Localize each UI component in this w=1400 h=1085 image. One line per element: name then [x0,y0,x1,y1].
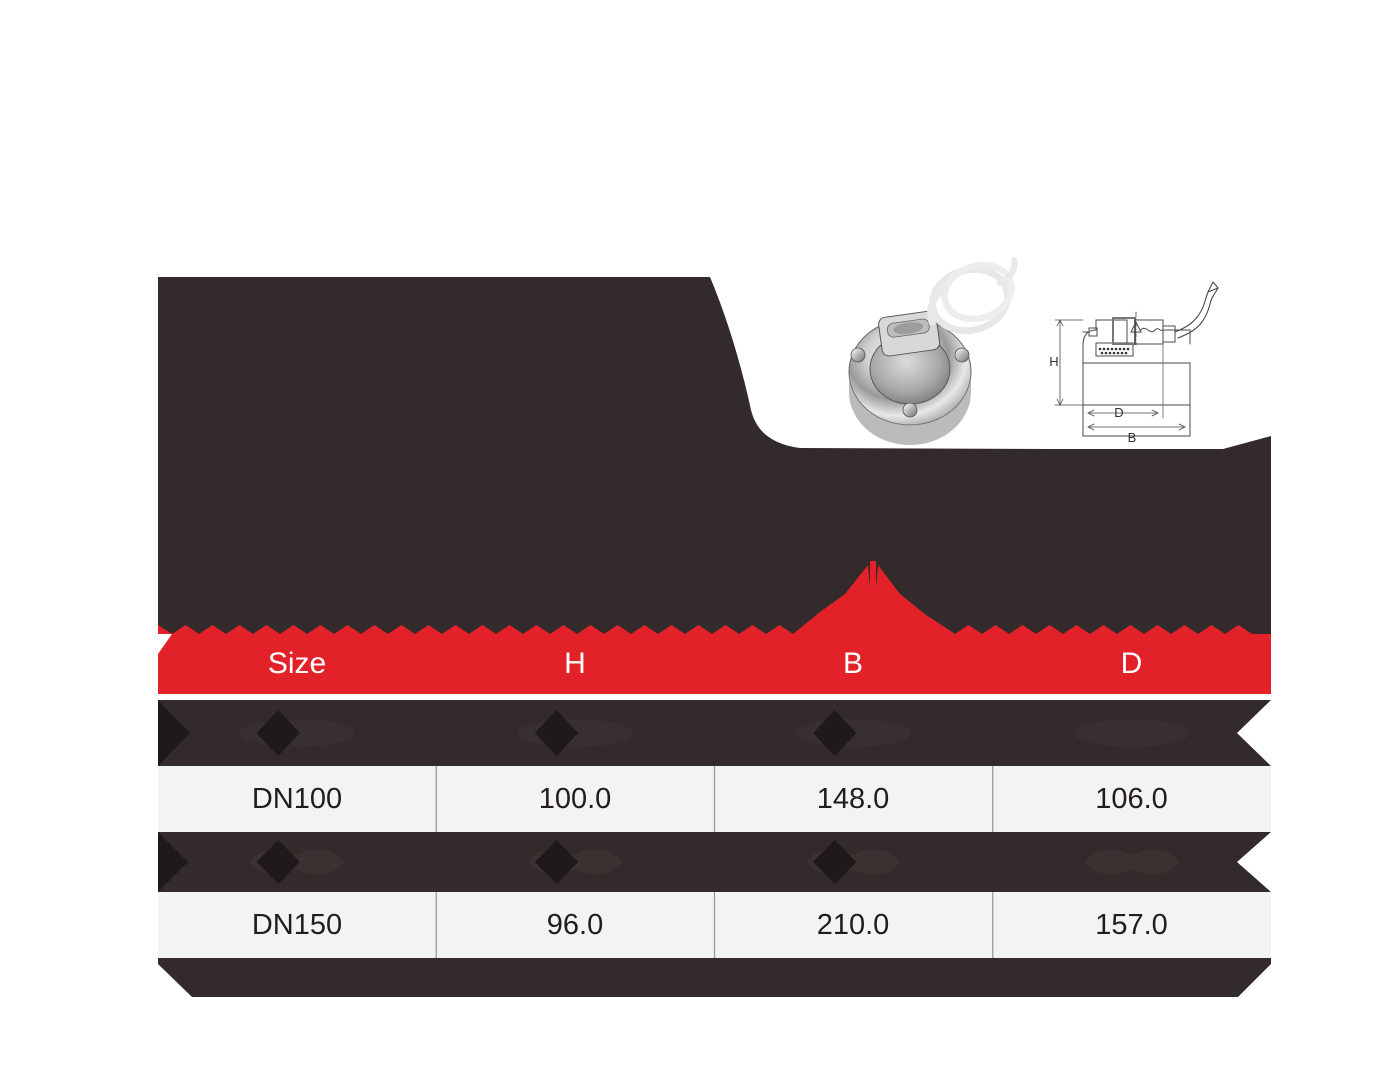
svg-text:B: B [1128,430,1137,445]
svg-text:D: D [1114,405,1123,420]
svg-text:H: H [1049,354,1058,369]
